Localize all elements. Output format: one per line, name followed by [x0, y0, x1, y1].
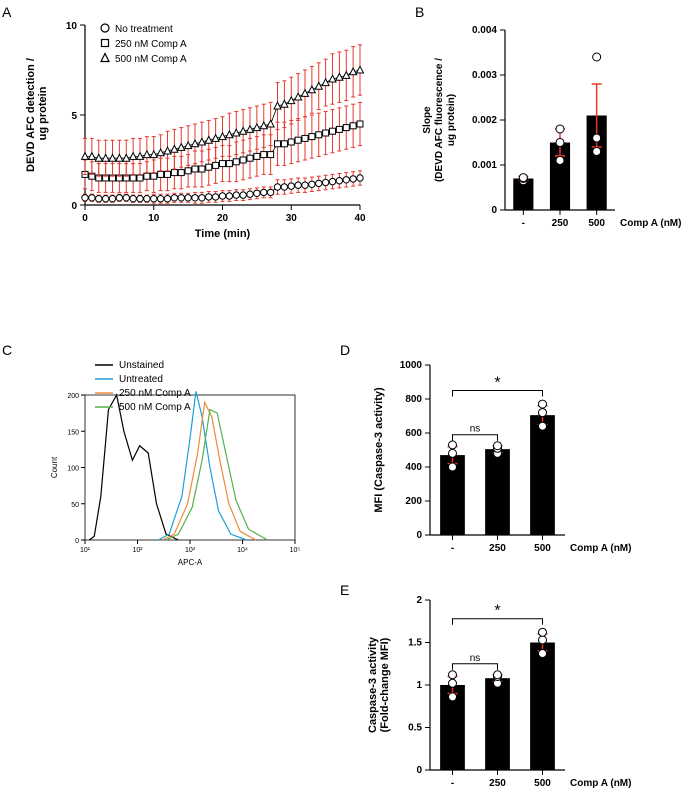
panel-d-chart: 0 200 400 600 800 1000 - 250 500 Comp A (nM) MFI (…	[360, 345, 680, 570]
svg-text:250 nM Comp A: 250 nM Comp A	[115, 39, 187, 50]
svg-text:250: 250	[552, 218, 569, 229]
svg-text:30: 30	[286, 213, 298, 224]
panel-label-d: D	[340, 342, 350, 358]
svg-text:0: 0	[82, 213, 88, 224]
svg-text:500: 500	[588, 218, 605, 229]
svg-text:0.002: 0.002	[472, 115, 497, 126]
svg-text:10³: 10³	[185, 547, 196, 554]
svg-text:*: *	[494, 375, 500, 392]
svg-text:40: 40	[354, 213, 366, 224]
svg-text:Slope(DEVD AFC fluorescence /u: Slope(DEVD AFC fluorescence /ug protein)	[422, 58, 457, 182]
panel-b-chart: 0 0.001 0.002 0.003 0.004 - 250 500 Comp A (nM) S…	[420, 10, 685, 250]
svg-text:0: 0	[71, 201, 77, 212]
svg-text:1: 1	[416, 680, 422, 691]
panel-label-c: C	[2, 342, 12, 358]
svg-text:Comp A (nM): Comp A (nM)	[620, 218, 681, 229]
svg-text:*: *	[494, 603, 500, 620]
svg-text:10⁴: 10⁴	[237, 547, 248, 554]
svg-text:2: 2	[416, 595, 422, 606]
panel-c-chart: 10¹ 10² 10³ 10⁴ 10⁵ 0 50 100 150 200 APC-A Count Uns…	[20, 350, 320, 580]
svg-text:0.004: 0.004	[472, 25, 497, 36]
panel-a-chart: 0 10 20 30 40 0 5 10 Time (min) DEVD AFC detectio…	[20, 10, 370, 250]
svg-text:Time (min): Time (min)	[195, 228, 251, 240]
svg-text:200: 200	[405, 496, 422, 507]
svg-text:APC-A: APC-A	[178, 558, 203, 567]
svg-text:10²: 10²	[132, 547, 143, 554]
svg-text:-: -	[451, 778, 454, 789]
svg-text:50: 50	[71, 502, 79, 509]
svg-text:600: 600	[405, 428, 422, 439]
svg-text:100: 100	[67, 466, 79, 473]
panel-e-chart: 0 0.5 1 1.5 2 - 250 500 Comp A (nM) Caspase-3 act…	[360, 580, 680, 805]
svg-text:1.5: 1.5	[408, 638, 422, 649]
svg-text:Untreated: Untreated	[119, 374, 163, 385]
panel-label-e: E	[340, 582, 349, 598]
svg-text:150: 150	[67, 429, 79, 436]
svg-text:200: 200	[67, 393, 79, 400]
svg-text:10⁵: 10⁵	[290, 547, 301, 554]
svg-text:500: 500	[534, 543, 551, 554]
svg-text:250: 250	[489, 778, 506, 789]
svg-text:5: 5	[71, 111, 77, 122]
svg-text:500 nM Comp A: 500 nM Comp A	[119, 402, 191, 413]
svg-text:0: 0	[75, 538, 79, 545]
svg-text:10: 10	[148, 213, 160, 224]
svg-text:Unstained: Unstained	[119, 360, 164, 371]
svg-text:400: 400	[405, 462, 422, 473]
svg-text:10: 10	[66, 21, 78, 32]
svg-text:0.001: 0.001	[472, 160, 497, 171]
svg-text:ns: ns	[470, 424, 481, 435]
svg-text:-: -	[451, 543, 454, 554]
svg-text:Count: Count	[50, 456, 59, 478]
svg-text:250 nM Comp A: 250 nM Comp A	[119, 388, 191, 399]
svg-text:No treatment: No treatment	[115, 24, 173, 35]
svg-text:800: 800	[405, 394, 422, 405]
svg-text:250: 250	[489, 543, 506, 554]
svg-text:MFI (Caspase-3 activity): MFI (Caspase-3 activity)	[373, 387, 385, 513]
svg-text:0: 0	[491, 205, 497, 216]
svg-text:1000: 1000	[400, 360, 423, 371]
svg-text:0: 0	[416, 765, 422, 776]
svg-text:10¹: 10¹	[80, 547, 91, 554]
svg-text:Comp A (nM): Comp A (nM)	[570, 778, 631, 789]
svg-text:DEVD AFC detection / ug p: DEVD AFC detection / ug protein	[25, 58, 49, 172]
panel-label-a: A	[2, 4, 11, 20]
svg-text:0: 0	[416, 530, 422, 541]
svg-text:0.003: 0.003	[472, 70, 497, 81]
svg-text:Comp A (nM): Comp A (nM)	[570, 543, 631, 554]
svg-text:ns: ns	[470, 653, 481, 664]
svg-text:20: 20	[217, 213, 229, 224]
svg-text:500: 500	[534, 778, 551, 789]
svg-text:Caspase-3 activity(Fold-change: Caspase-3 activity(Fold-change MFI)	[367, 636, 391, 733]
svg-text:0.5: 0.5	[408, 723, 422, 734]
svg-text:500 nM Comp A: 500 nM Comp A	[115, 54, 187, 65]
svg-text:-: -	[522, 218, 525, 229]
